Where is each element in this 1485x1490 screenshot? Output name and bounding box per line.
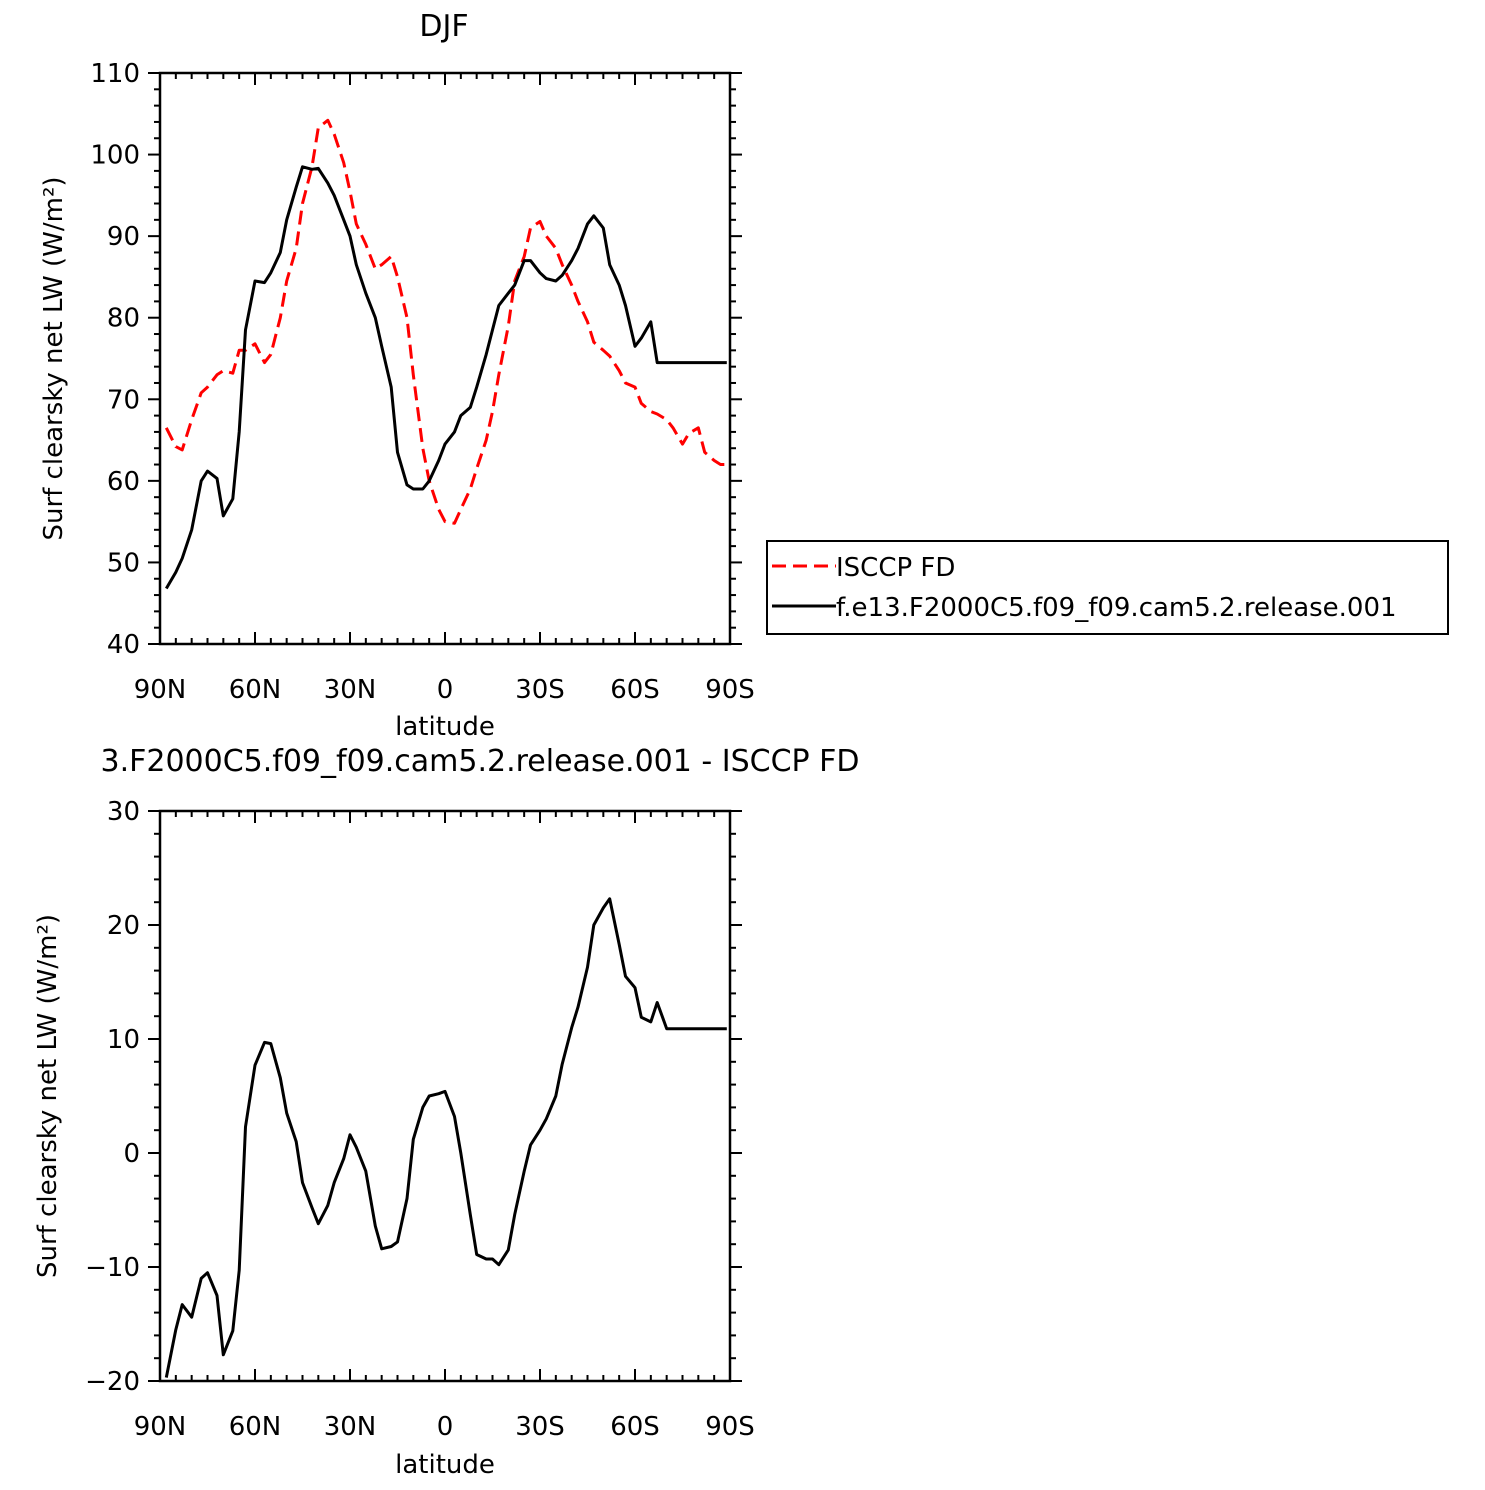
legend-box bbox=[766, 540, 1449, 635]
x-tick-label: 60N bbox=[229, 675, 282, 705]
x-tick-label: 90S bbox=[705, 675, 755, 705]
x-tick-label: 60S bbox=[610, 675, 660, 705]
y-axis-label: Surf clearsky net LW (W/m²) bbox=[33, 914, 63, 1278]
y-tick-label: 60 bbox=[107, 467, 140, 497]
legend-label-1: f.e13.F2000C5.f09_f09.cam5.2.release.001 bbox=[836, 593, 1397, 623]
x-tick-label: 30N bbox=[324, 1412, 377, 1442]
x-tick-label: 90N bbox=[134, 1412, 187, 1442]
y-tick-label: 100 bbox=[90, 141, 140, 171]
y-tick-label: 30 bbox=[107, 797, 140, 827]
x-tick-label: 90N bbox=[134, 675, 187, 705]
series-line-0 bbox=[164, 897, 727, 1378]
x-axis-label: latitude bbox=[395, 712, 495, 742]
y-tick-label: −10 bbox=[85, 1253, 140, 1283]
y-tick-label: 20 bbox=[107, 911, 140, 941]
x-tick-label: 30N bbox=[324, 675, 377, 705]
y-tick-label: 40 bbox=[107, 630, 140, 660]
y-tick-label: −20 bbox=[85, 1367, 140, 1397]
x-tick-label: 60N bbox=[229, 1412, 282, 1442]
y-tick-label: 90 bbox=[107, 222, 140, 252]
y-tick-label: 10 bbox=[107, 1025, 140, 1055]
series-line-1 bbox=[165, 165, 727, 590]
difference-line-chart: 3.F2000C5.f09_f09.cam5.2.release.001 - I… bbox=[33, 744, 860, 1480]
legend-label-0: ISCCP FD bbox=[836, 553, 955, 583]
y-tick-label: 110 bbox=[90, 59, 140, 89]
x-tick-label: 30S bbox=[515, 1412, 565, 1442]
x-tick-label: 0 bbox=[437, 1412, 454, 1442]
x-tick-label: 0 bbox=[437, 675, 454, 705]
plot-frame bbox=[158, 809, 732, 1383]
legend: ISCCP FD f.e13.F2000C5.f09_f09.cam5.2.rel… bbox=[766, 540, 1449, 635]
series-line-0 bbox=[164, 118, 727, 525]
plot-frame bbox=[158, 71, 732, 646]
y-tick-label: 70 bbox=[107, 385, 140, 415]
djf-line-chart: DJF 90N 60N 30N 0 30S 60S 90S 40 50 60 70 80 90 100 110… bbox=[39, 9, 755, 742]
chart-title: 3.F2000C5.f09_f09.cam5.2.release.001 - I… bbox=[100, 744, 859, 779]
y-axis-label: Surf clearsky net LW (W/m²) bbox=[39, 176, 69, 540]
y-tick-label: 50 bbox=[107, 548, 140, 578]
x-tick-label: 30S bbox=[515, 675, 565, 705]
x-tick-label: 60S bbox=[610, 1412, 660, 1442]
y-tick-label: 80 bbox=[107, 304, 140, 334]
x-tick-label: 90S bbox=[705, 1412, 755, 1442]
chart-title: DJF bbox=[419, 9, 468, 44]
x-axis-label: latitude bbox=[395, 1450, 495, 1480]
y-tick-label: 0 bbox=[123, 1139, 140, 1169]
